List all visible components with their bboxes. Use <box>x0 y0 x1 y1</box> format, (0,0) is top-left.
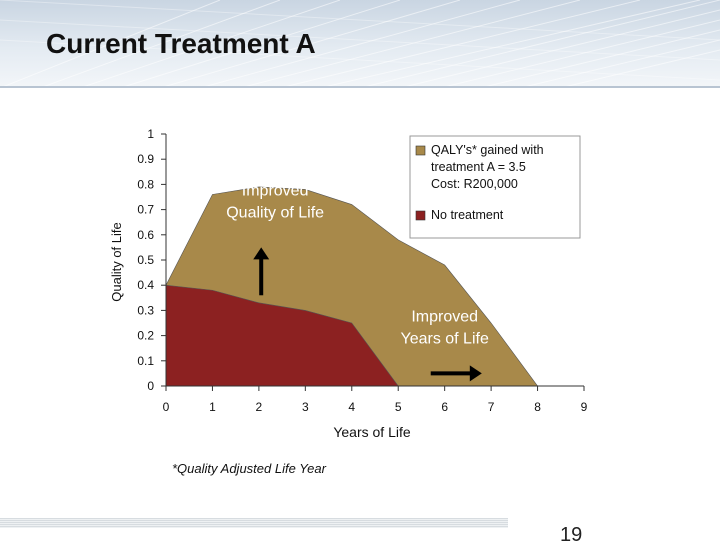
page-number: 19 <box>560 524 583 546</box>
slide-title: Current Treatment A <box>46 28 316 59</box>
x-tick-label: 2 <box>256 400 263 414</box>
x-tick-label: 3 <box>302 400 309 414</box>
legend-entry-0: Cost: R200,000 <box>431 177 518 191</box>
x-tick-label: 7 <box>488 400 495 414</box>
annotation-text-1: Years of Life <box>400 331 488 348</box>
legend-swatch-0 <box>415 145 426 156</box>
y-tick-label: 0.9 <box>137 152 154 166</box>
x-tick-label: 0 <box>163 400 170 414</box>
legend-entry-1: No treatment <box>431 208 504 222</box>
y-tick-label: 1 <box>147 127 154 141</box>
years-arrow-head <box>469 365 482 382</box>
x-tick-label: 9 <box>581 400 588 414</box>
y-axis-label: Quality of Life <box>109 222 124 302</box>
slide-header: Current Treatment A <box>0 0 720 88</box>
y-tick-label: 0.3 <box>137 303 154 317</box>
header-divider <box>0 86 720 88</box>
y-tick-label: 0 <box>147 379 154 393</box>
y-tick-label: 0.6 <box>137 228 154 242</box>
x-tick-label: 8 <box>534 400 541 414</box>
y-tick-label: 0.7 <box>137 203 154 217</box>
x-axis-label: Years of Life <box>333 424 411 440</box>
annotation-text-0: Improved <box>242 183 309 200</box>
x-tick-label: 4 <box>348 400 355 414</box>
header-pattern-decoration <box>0 0 720 88</box>
legend-box <box>409 135 581 239</box>
y-tick-label: 0.5 <box>137 253 154 267</box>
legend-swatch-1 <box>415 210 426 221</box>
annotation-text-1: Improved <box>411 309 478 326</box>
annotation-text-0: Quality of Life <box>226 205 324 222</box>
x-tick-label: 5 <box>395 400 402 414</box>
footer-bar-decoration <box>0 518 508 528</box>
x-tick-label: 1 <box>209 400 216 414</box>
y-tick-label: 0.2 <box>137 329 154 343</box>
quality-arrow-head <box>253 247 270 260</box>
y-tick-label: 0.1 <box>137 354 154 368</box>
footnote: *Quality Adjusted Life Year <box>172 461 326 476</box>
legend-entry-0: treatment A = 3.5 <box>431 160 526 174</box>
y-tick-label: 0.8 <box>137 177 154 191</box>
y-tick-label: 0.4 <box>137 278 154 292</box>
legend-entry-0: QALY's* gained with <box>431 143 544 157</box>
series-area-1 <box>165 284 399 387</box>
x-tick-label: 6 <box>441 400 448 414</box>
